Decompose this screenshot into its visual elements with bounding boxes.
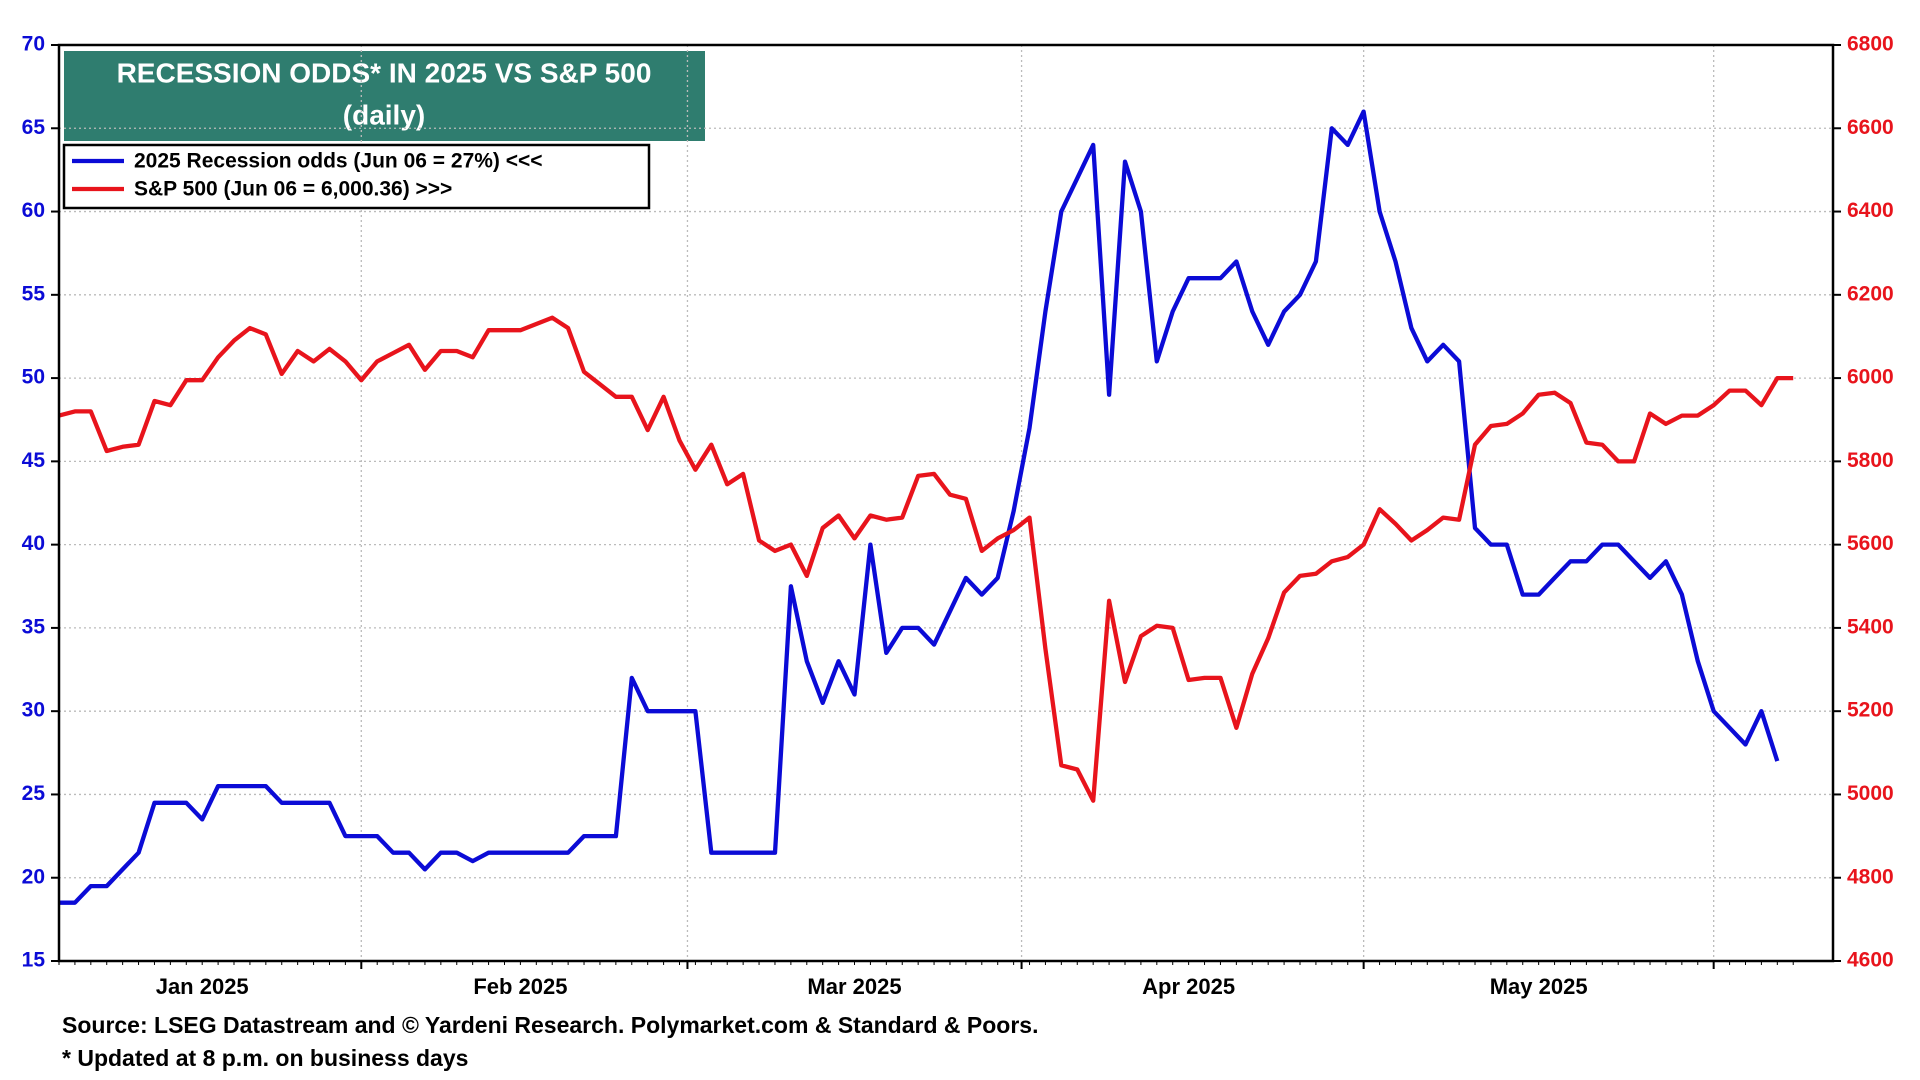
series-line	[58, 315, 1794, 803]
y2-tick-label: 5000	[1847, 782, 1894, 805]
y2-tick-label: 5600	[1847, 532, 1894, 555]
y2-tick-label: 6200	[1847, 282, 1894, 305]
y2-tick-label: 6800	[1847, 33, 1894, 56]
y2-tick-label: 5200	[1847, 699, 1894, 722]
y-tick-label: 70	[22, 33, 45, 56]
x-tick-label: Feb 2025	[473, 974, 567, 999]
y-tick-label: 20	[22, 865, 45, 888]
y2-tick-label: 6400	[1847, 199, 1894, 222]
x-tick-label: Mar 2025	[807, 974, 901, 999]
chart-subtitle: (daily)	[343, 99, 425, 130]
y2-tick-label: 5400	[1847, 615, 1894, 638]
plot-frame	[57, 43, 1835, 963]
y2-tick-label: 6000	[1847, 366, 1894, 389]
y2-tick-label: 4600	[1847, 949, 1894, 972]
title-box	[64, 51, 705, 141]
y-tick-label: 25	[22, 782, 46, 805]
series-line	[59, 109, 1780, 905]
y-tick-label: 60	[22, 199, 45, 222]
legend-box	[62, 143, 651, 210]
footnote: * Updated at 8 p.m. on business days	[62, 1045, 468, 1071]
y-tick-label: 55	[22, 282, 46, 305]
y-tick-label: 45	[22, 449, 46, 472]
x-tick-label: Jan 2025	[156, 974, 249, 999]
x-tick-label: Apr 2025	[1142, 974, 1235, 999]
y2-tick-label: 6600	[1847, 116, 1894, 139]
y-tick-label: 40	[22, 532, 45, 555]
y-tick-label: 65	[22, 116, 46, 139]
y-tick-label: 30	[22, 699, 45, 722]
y2-tick-label: 4800	[1847, 865, 1894, 888]
source-note: Source: LSEG Datastream and © Yardeni Re…	[62, 1012, 1038, 1038]
legend-label: S&P 500 (Jun 06 = 6,000.36) >>>	[134, 178, 452, 201]
chart-title: RECESSION ODDS* IN 2025 VS S&P 500	[117, 57, 652, 88]
y-tick-label: 50	[22, 366, 45, 389]
y-tick-label: 15	[22, 949, 46, 972]
x-tick-label: May 2025	[1490, 974, 1588, 999]
legend-label: 2025 Recession odds (Jun 06 = 27%) <<<	[134, 150, 543, 173]
y-tick-label: 35	[22, 615, 46, 638]
y2-tick-label: 5800	[1847, 449, 1894, 472]
